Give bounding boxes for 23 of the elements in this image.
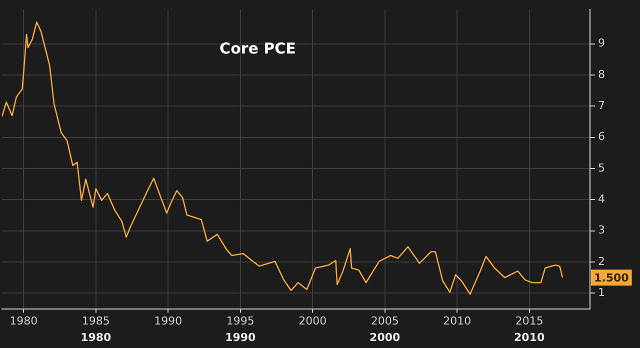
text: Core PCE [220, 39, 296, 58]
y-tick-label: 2 [598, 254, 605, 268]
x-tick-label: 2000 [298, 314, 327, 328]
y-tick-label: 7 [598, 99, 605, 112]
y-tick-label: 8 [598, 68, 605, 81]
annotation: 1.500 [594, 271, 630, 284]
x-tick-label: 1980 [10, 314, 38, 328]
x-tick-label: 2005 [370, 314, 399, 328]
text: 2000 [370, 330, 400, 344]
y-tick-label: 6 [598, 130, 605, 144]
x-tick-label: 2010 [443, 314, 472, 328]
text: 1990 [225, 330, 256, 344]
y-tick-label: 4 [598, 192, 605, 206]
y-tick-label: 3 [598, 224, 605, 237]
y-tick-label: 9 [598, 36, 605, 50]
x-tick-label: 1985 [82, 314, 110, 328]
text: 2010 [514, 330, 545, 344]
x-tick-label: 2015 [515, 314, 544, 328]
x-tick-label: 1995 [226, 314, 254, 328]
text: 1980 [80, 330, 112, 344]
x-tick-label: 1990 [154, 314, 182, 328]
y-tick-label: 5 [598, 161, 605, 174]
y-tick-label: 1 [598, 286, 605, 300]
